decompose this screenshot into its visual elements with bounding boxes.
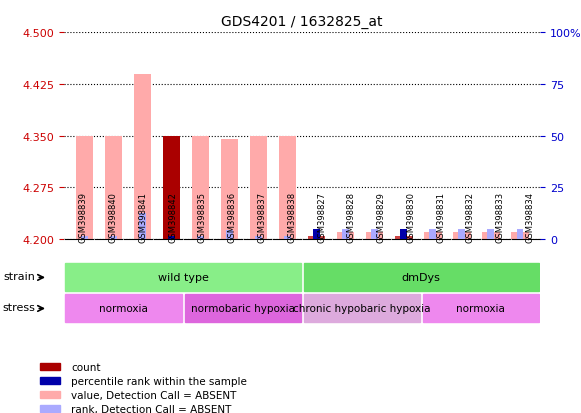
Bar xyxy=(197,236,204,240)
Bar xyxy=(76,136,93,240)
Text: GSM398842: GSM398842 xyxy=(168,192,177,242)
Text: percentile rank within the sample: percentile rank within the sample xyxy=(71,376,247,386)
Bar xyxy=(134,74,151,240)
Text: GSM398828: GSM398828 xyxy=(347,191,356,242)
Text: GSM398836: GSM398836 xyxy=(228,191,236,242)
Bar xyxy=(81,236,88,240)
Bar xyxy=(487,229,494,240)
FancyBboxPatch shape xyxy=(66,295,181,323)
Text: GSM398841: GSM398841 xyxy=(138,192,148,242)
Text: GSM398832: GSM398832 xyxy=(466,191,475,242)
Bar xyxy=(105,136,122,240)
Text: stress: stress xyxy=(2,302,35,312)
Text: GSM398829: GSM398829 xyxy=(376,192,386,242)
Bar xyxy=(342,229,349,240)
Text: GSM398834: GSM398834 xyxy=(525,191,535,242)
Text: normobaric hypoxia: normobaric hypoxia xyxy=(191,304,295,314)
Bar xyxy=(250,136,267,240)
Bar xyxy=(139,214,146,240)
Bar xyxy=(279,136,296,240)
Text: chronic hypobaric hypoxia: chronic hypobaric hypoxia xyxy=(293,304,431,314)
Text: GSM398840: GSM398840 xyxy=(109,192,117,242)
Text: GSM398827: GSM398827 xyxy=(317,191,326,242)
Bar xyxy=(313,229,320,240)
Bar xyxy=(221,140,238,240)
Bar xyxy=(308,236,325,240)
Text: GSM398831: GSM398831 xyxy=(436,191,445,242)
Text: value, Detection Call = ABSENT: value, Detection Call = ABSENT xyxy=(71,389,236,400)
Bar xyxy=(400,229,407,240)
Bar xyxy=(226,230,233,240)
Text: GSM398839: GSM398839 xyxy=(79,191,88,242)
Bar xyxy=(366,233,383,240)
Bar xyxy=(284,236,291,240)
Bar xyxy=(40,363,60,370)
Bar xyxy=(482,233,500,240)
Bar xyxy=(517,229,523,240)
FancyBboxPatch shape xyxy=(304,295,419,323)
Bar xyxy=(458,229,465,240)
Bar xyxy=(395,236,413,240)
Bar xyxy=(424,233,442,240)
Text: GSM398833: GSM398833 xyxy=(496,191,505,242)
Bar xyxy=(168,236,175,240)
FancyBboxPatch shape xyxy=(185,295,300,323)
Bar xyxy=(371,229,378,240)
Text: GSM398835: GSM398835 xyxy=(198,191,207,242)
Bar xyxy=(337,233,354,240)
Title: GDS4201 / 1632825_at: GDS4201 / 1632825_at xyxy=(221,15,383,29)
Text: GSM398830: GSM398830 xyxy=(406,191,415,242)
Text: rank, Detection Call = ABSENT: rank, Detection Call = ABSENT xyxy=(71,404,231,413)
Bar xyxy=(40,377,60,384)
Bar xyxy=(511,233,529,240)
Bar xyxy=(255,236,262,240)
Bar xyxy=(453,233,471,240)
Text: wild type: wild type xyxy=(157,273,209,283)
Bar xyxy=(192,136,209,240)
Bar xyxy=(40,405,60,412)
Bar xyxy=(40,391,60,398)
Text: GSM398838: GSM398838 xyxy=(287,191,296,242)
FancyBboxPatch shape xyxy=(66,264,300,292)
Text: strain: strain xyxy=(3,271,35,281)
Bar xyxy=(429,229,436,240)
Text: normoxia: normoxia xyxy=(456,304,505,314)
Text: dmDys: dmDys xyxy=(402,273,440,283)
Text: count: count xyxy=(71,362,101,372)
Text: GSM398837: GSM398837 xyxy=(257,191,267,242)
FancyBboxPatch shape xyxy=(304,264,539,292)
Bar xyxy=(110,236,117,240)
Bar xyxy=(163,136,180,240)
Text: normoxia: normoxia xyxy=(99,304,148,314)
FancyBboxPatch shape xyxy=(423,295,539,323)
